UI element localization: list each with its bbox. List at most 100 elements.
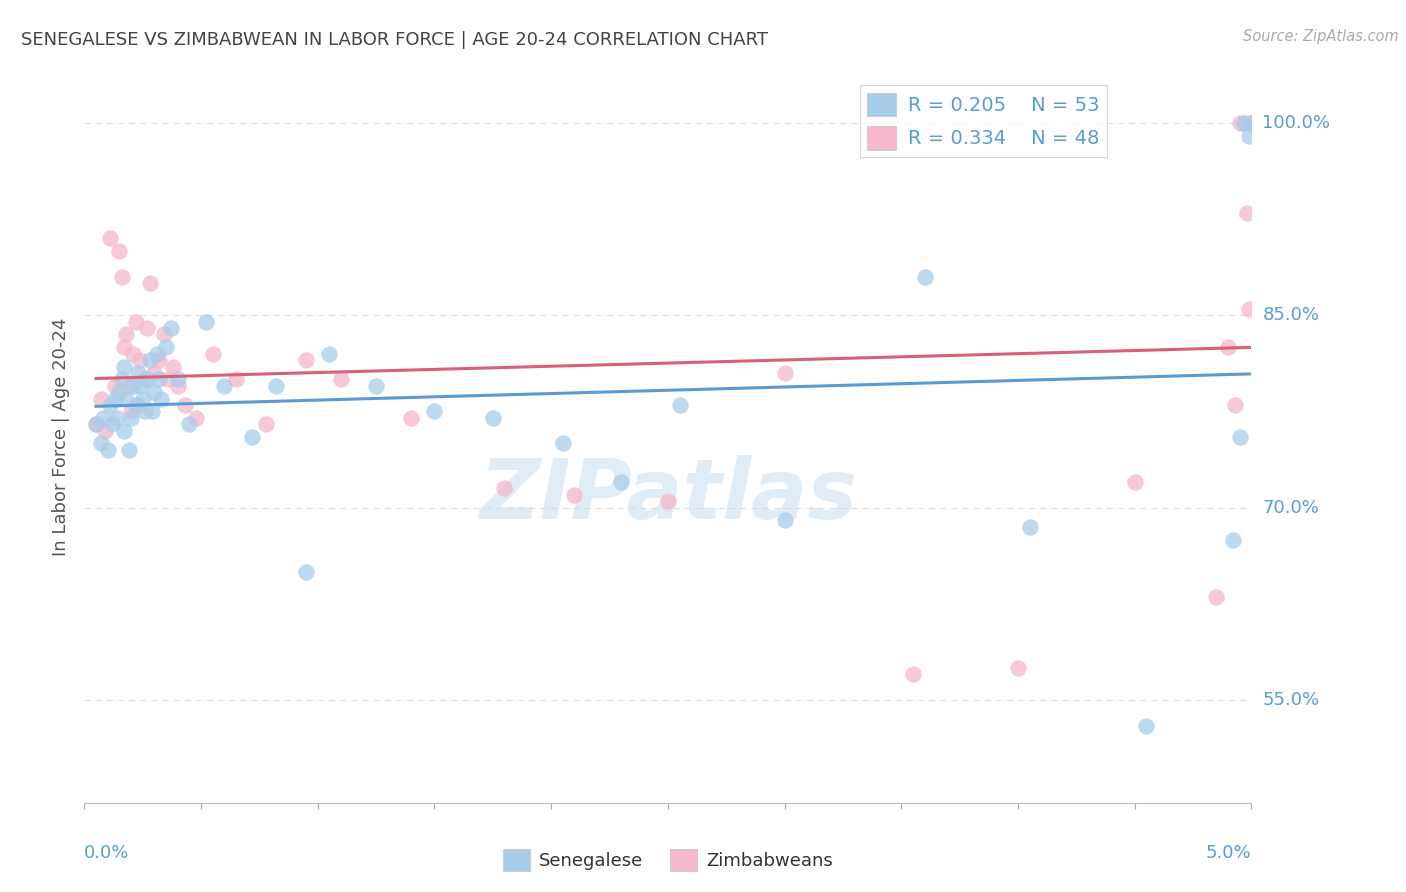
- Point: [914, 269, 936, 284]
- Point: [157, 372, 180, 386]
- Point: [118, 442, 141, 457]
- Point: [98, 398, 121, 412]
- Point: [1229, 430, 1251, 444]
- Text: 100.0%: 100.0%: [1263, 113, 1330, 132]
- Point: [610, 475, 633, 489]
- Point: [657, 494, 679, 508]
- Point: [120, 410, 142, 425]
- Point: [1223, 398, 1246, 412]
- Point: [186, 410, 208, 425]
- Point: [134, 404, 156, 418]
- Point: [115, 392, 138, 406]
- Point: [264, 378, 287, 392]
- Point: [104, 378, 127, 392]
- Point: [423, 404, 446, 418]
- Point: [129, 353, 152, 368]
- Point: [1240, 116, 1263, 130]
- Point: [97, 442, 120, 457]
- Point: [1123, 475, 1146, 489]
- Point: [129, 378, 152, 392]
- Text: 55.0%: 55.0%: [1263, 691, 1320, 709]
- Point: [111, 372, 134, 386]
- Point: [773, 366, 796, 380]
- Text: ZIPatlas: ZIPatlas: [479, 455, 856, 536]
- Point: [136, 321, 159, 335]
- Point: [125, 315, 148, 329]
- Point: [118, 378, 141, 392]
- Point: [166, 372, 188, 386]
- Point: [1135, 719, 1157, 733]
- Point: [122, 346, 145, 360]
- Point: [399, 410, 422, 425]
- Point: [481, 410, 505, 425]
- Point: [150, 392, 173, 406]
- Point: [127, 366, 149, 380]
- Point: [773, 514, 796, 528]
- Text: 5.0%: 5.0%: [1206, 845, 1251, 863]
- Point: [108, 244, 131, 258]
- Point: [1007, 661, 1029, 675]
- Point: [112, 359, 135, 374]
- Point: [214, 378, 236, 392]
- Point: [1229, 116, 1251, 130]
- Point: [90, 392, 112, 406]
- Point: [668, 398, 690, 412]
- Point: [132, 392, 155, 406]
- Point: [1222, 533, 1244, 547]
- Point: [166, 378, 188, 392]
- Point: [1240, 116, 1263, 130]
- Point: [225, 372, 247, 386]
- Point: [1240, 116, 1263, 130]
- Text: Source: ZipAtlas.com: Source: ZipAtlas.com: [1243, 29, 1399, 44]
- Point: [173, 398, 195, 412]
- Text: 0.0%: 0.0%: [84, 845, 129, 863]
- Point: [295, 353, 318, 368]
- Point: [98, 231, 121, 245]
- Point: [125, 398, 148, 412]
- Point: [1233, 116, 1256, 130]
- Point: [295, 565, 318, 579]
- Point: [1237, 301, 1260, 316]
- Point: [112, 340, 135, 354]
- Point: [194, 315, 217, 329]
- Point: [141, 404, 163, 418]
- Point: [136, 372, 159, 386]
- Point: [84, 417, 107, 432]
- Point: [104, 392, 127, 406]
- Point: [105, 410, 128, 425]
- Legend: Senegalese, Zimbabweans: Senegalese, Zimbabweans: [495, 841, 841, 878]
- Text: 70.0%: 70.0%: [1263, 499, 1319, 516]
- Point: [138, 276, 160, 290]
- Point: [564, 488, 586, 502]
- Point: [1236, 205, 1258, 219]
- Point: [143, 366, 166, 380]
- Point: [1018, 520, 1040, 534]
- Point: [120, 404, 142, 418]
- Point: [1216, 340, 1239, 354]
- Point: [111, 269, 134, 284]
- Point: [179, 417, 201, 432]
- Point: [115, 327, 138, 342]
- Point: [1205, 591, 1227, 605]
- Point: [134, 372, 156, 386]
- Point: [318, 346, 340, 360]
- Point: [1237, 128, 1260, 143]
- Point: [494, 482, 516, 496]
- Point: [148, 353, 170, 368]
- Point: [91, 410, 114, 425]
- Text: SENEGALESE VS ZIMBABWEAN IN LABOR FORCE | AGE 20-24 CORRELATION CHART: SENEGALESE VS ZIMBABWEAN IN LABOR FORCE …: [21, 31, 768, 49]
- Point: [330, 372, 353, 386]
- Point: [122, 378, 145, 392]
- Point: [201, 346, 224, 360]
- Point: [90, 436, 112, 450]
- Point: [162, 359, 184, 374]
- Point: [112, 424, 135, 438]
- Point: [138, 353, 160, 368]
- Point: [159, 321, 181, 335]
- Point: [1233, 116, 1256, 130]
- Y-axis label: In Labor Force | Age 20-24: In Labor Force | Age 20-24: [52, 318, 70, 557]
- Point: [145, 346, 167, 360]
- Point: [108, 385, 131, 400]
- Point: [84, 417, 107, 432]
- Point: [127, 398, 149, 412]
